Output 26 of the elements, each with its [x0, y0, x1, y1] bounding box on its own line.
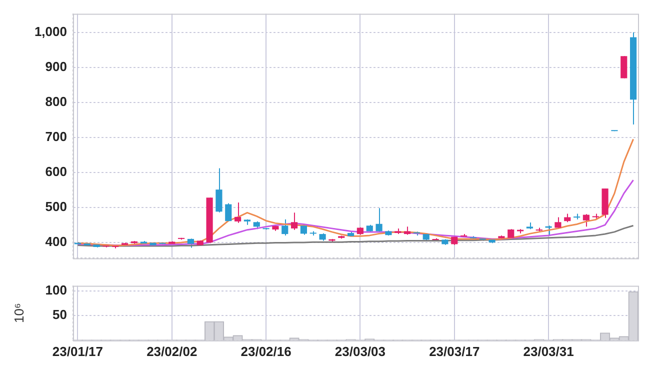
candlestick: [620, 56, 628, 79]
candlestick: [216, 168, 222, 213]
candlestick: [187, 238, 194, 248]
x-tick-label: 23/02/02: [146, 344, 198, 359]
candlestick: [582, 214, 590, 228]
y-tick-label: 50: [52, 307, 67, 322]
y-tick-label: 900: [45, 58, 67, 74]
y-tick-label: 100: [45, 282, 67, 298]
candlestick: [290, 212, 298, 230]
y-tick-label: 500: [45, 199, 67, 214]
x-tick-label: 23/03/03: [334, 344, 386, 359]
candlestick: [376, 208, 382, 232]
x-tick-label: 23/01/17: [52, 344, 104, 359]
candlestick: [282, 218, 288, 236]
x-tick-label: 23/03/31: [523, 344, 574, 359]
y-tick-label: 400: [45, 234, 67, 250]
candlestick: [573, 213, 580, 220]
y-axis-title: 10⁶: [11, 303, 26, 324]
x-tick-label: 23/03/17: [429, 344, 480, 359]
y-tick-label: 800: [45, 94, 67, 109]
y-tick-label: 700: [45, 128, 67, 144]
x-tick-label: 23/02/16: [240, 344, 292, 359]
y-tick-label: 1,000: [34, 24, 67, 39]
candlestick: [225, 202, 232, 222]
y-tick-label: 600: [45, 164, 67, 179]
candlestick: [234, 202, 242, 224]
